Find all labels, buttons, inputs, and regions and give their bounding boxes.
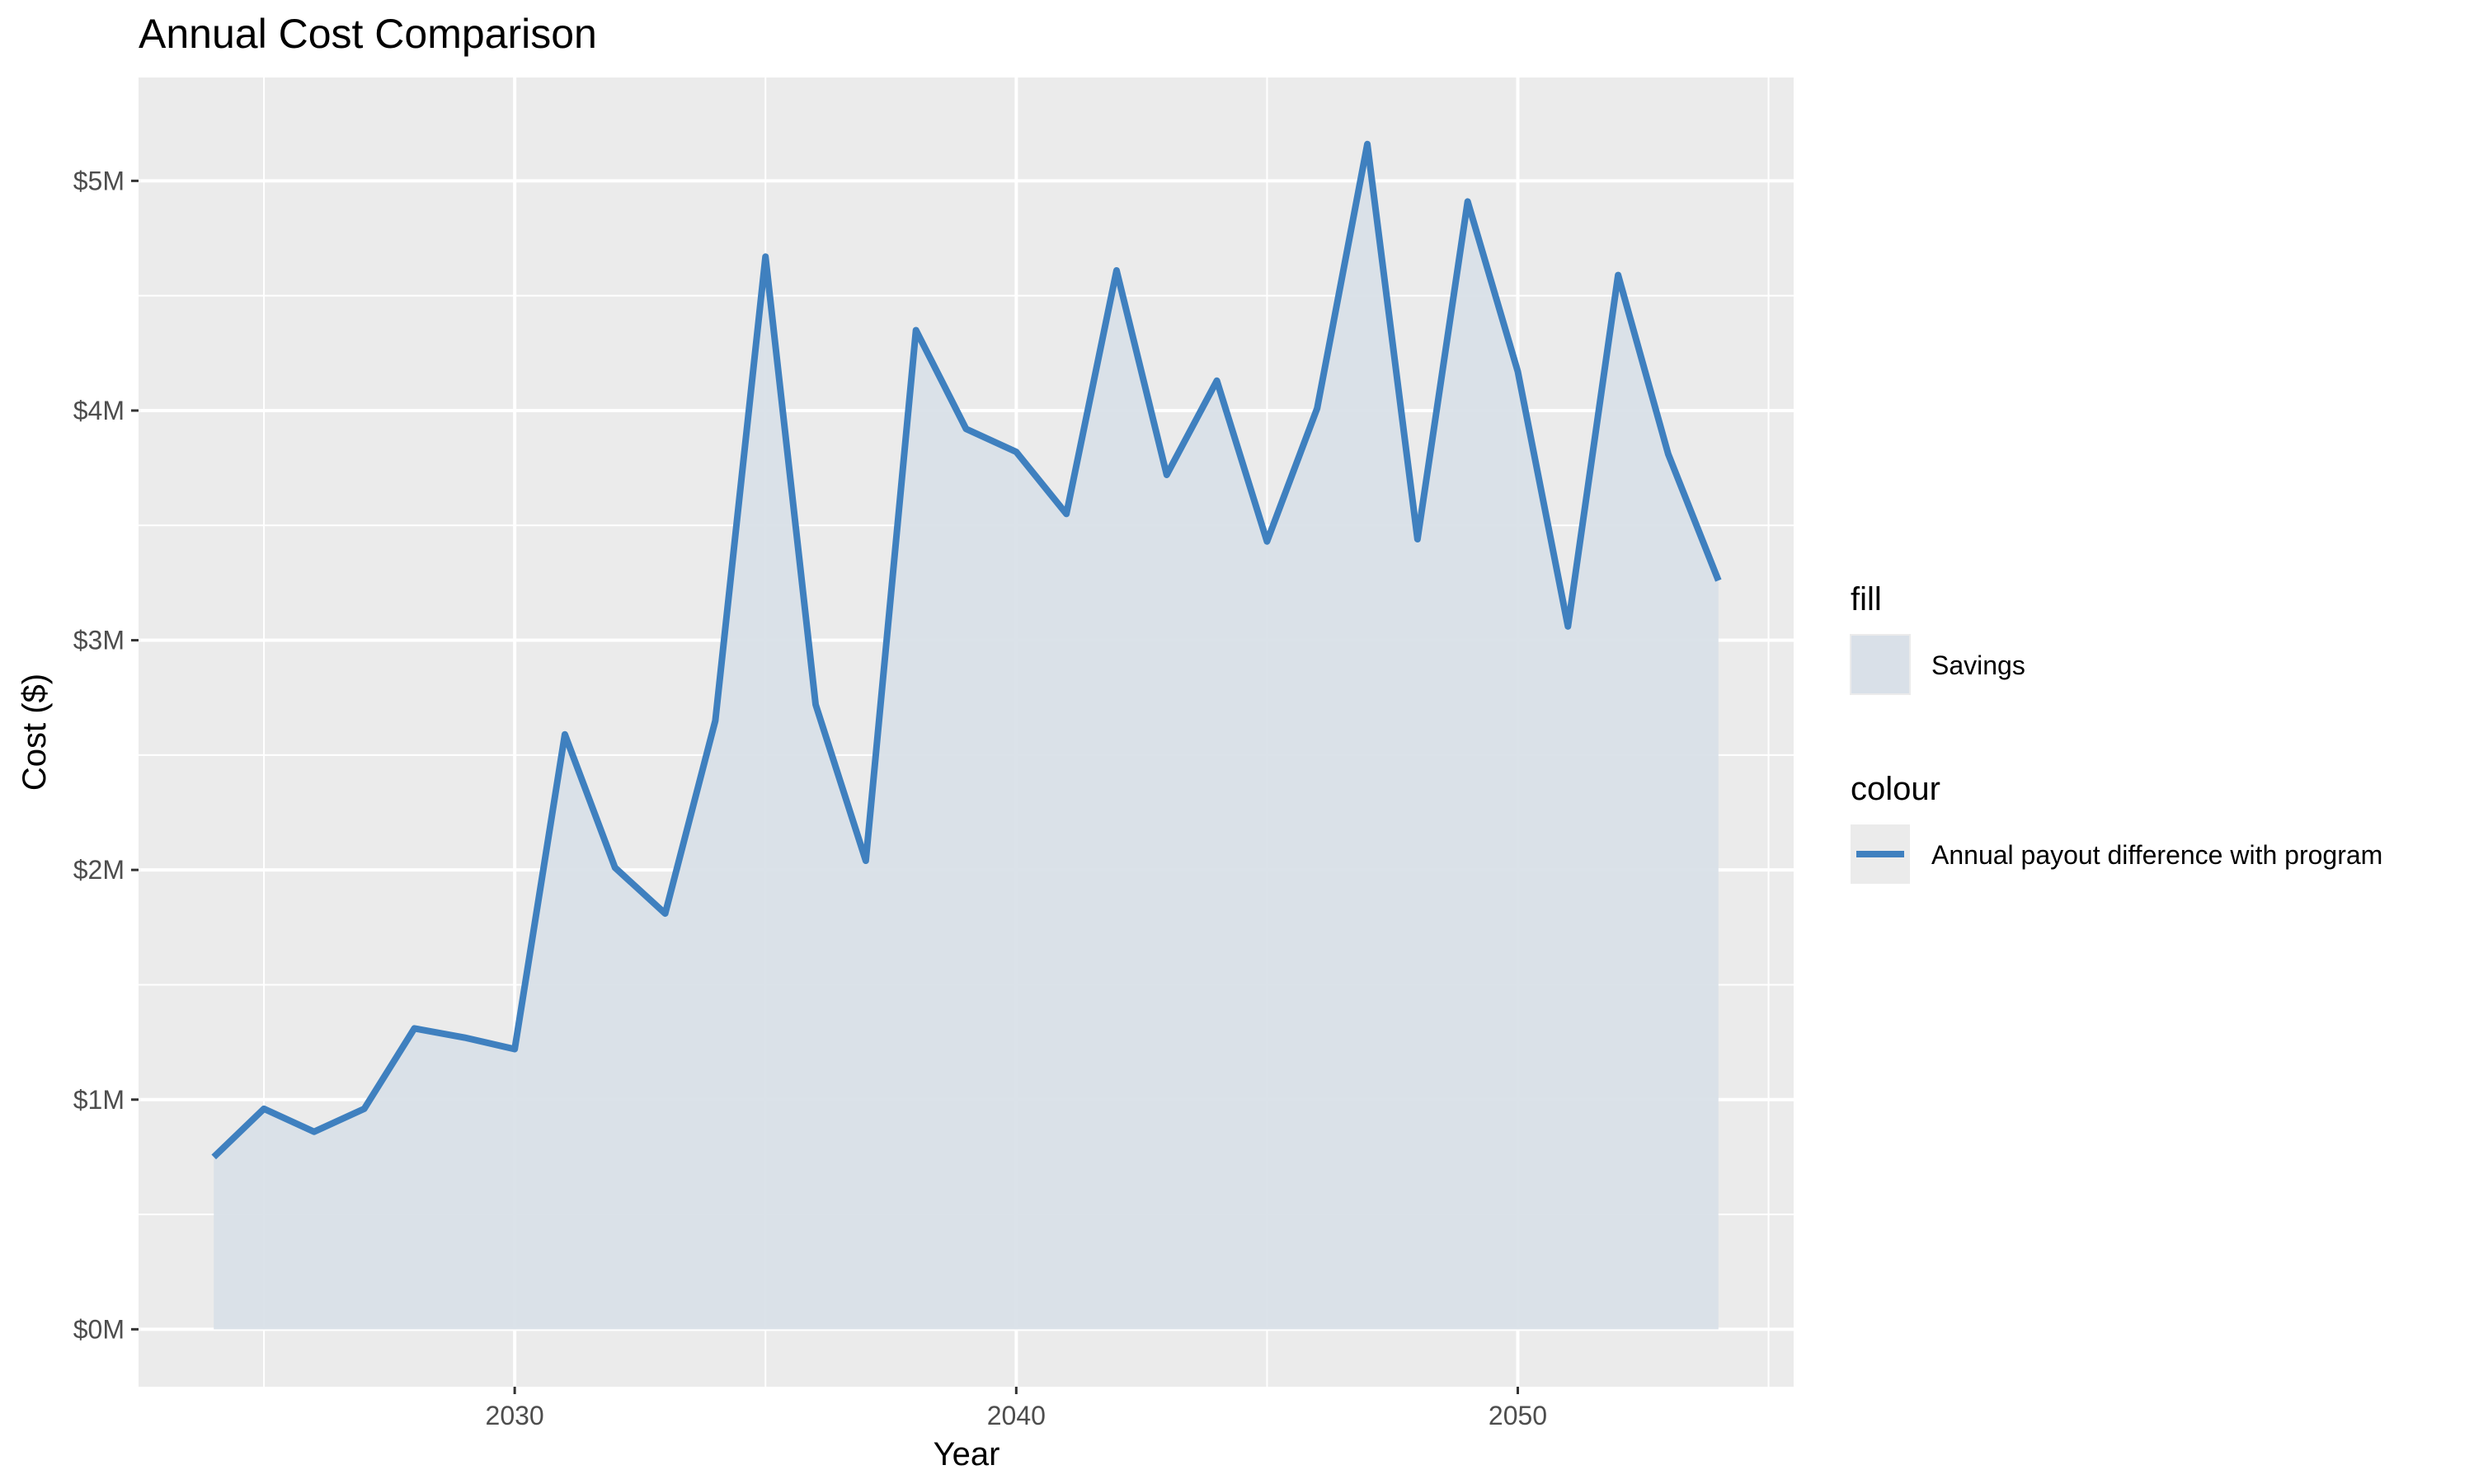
savings-area — [214, 143, 1719, 1330]
legend-colour-label: Annual payout difference with program — [1931, 840, 2382, 870]
y-tick-label: $5M — [73, 166, 125, 195]
y-axis: $0M $1M $2M $3M $4M $5M — [73, 166, 139, 1344]
y-tick-label: $1M — [73, 1085, 125, 1115]
legend: fill Savings colour Annual payout differ… — [1850, 581, 2382, 884]
legend-fill-label: Savings — [1931, 650, 2025, 680]
x-axis-title: Year — [934, 1436, 1000, 1472]
annual-payout-difference-line — [211, 140, 1722, 1160]
y-tick-label: $3M — [73, 626, 125, 655]
legend-fill-key — [1850, 634, 1911, 695]
x-axis: 2030 2040 2050 — [486, 1387, 1547, 1430]
y-tick-label: $0M — [73, 1314, 125, 1344]
y-tick-label: $2M — [73, 855, 125, 885]
x-tick-label: 2040 — [987, 1401, 1046, 1430]
legend-fill-title: fill — [1851, 581, 1882, 618]
y-axis-title: Cost ($) — [16, 674, 53, 791]
y-tick-label: $4M — [73, 396, 125, 425]
x-tick-label: 2030 — [486, 1401, 544, 1430]
legend-colour-title: colour — [1851, 771, 1940, 807]
chart-title: Annual Cost Comparison — [139, 11, 597, 57]
x-tick-label: 2050 — [1489, 1401, 1547, 1430]
